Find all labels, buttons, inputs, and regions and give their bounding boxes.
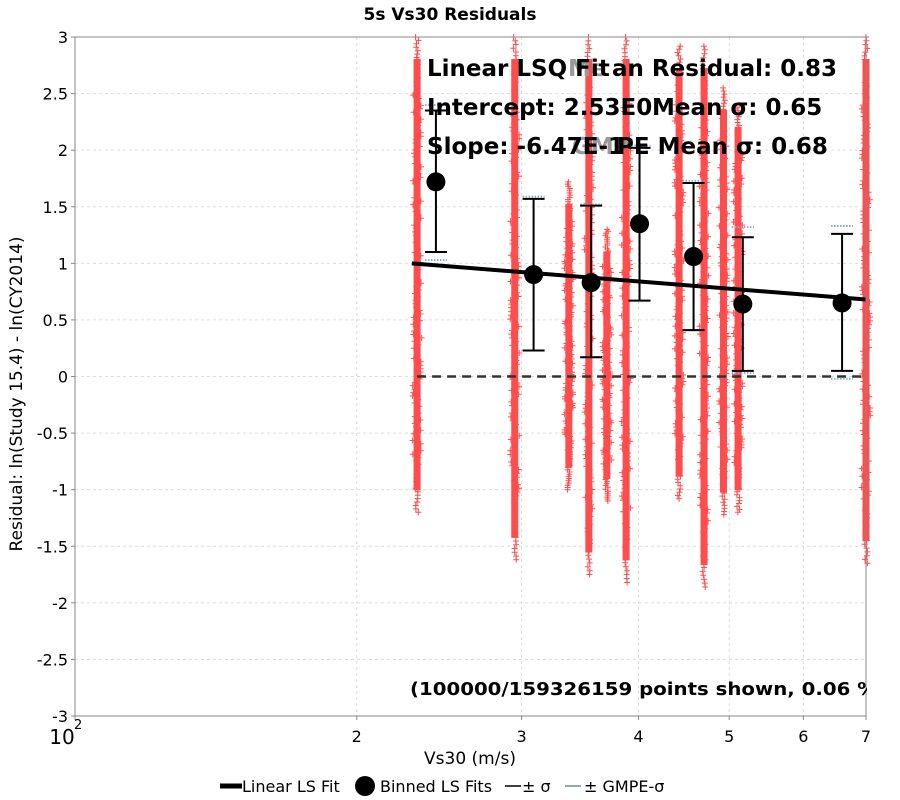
x-tick-label-0: 10 — [49, 725, 74, 749]
legend-item-3: ± GMPE-σ — [565, 777, 664, 796]
binned-fit-dot-4 — [684, 247, 704, 267]
legend-label-1: Binned LS Fits — [380, 777, 492, 796]
binned-fit-dot-3 — [630, 214, 650, 234]
scatter-core-5 — [622, 59, 630, 561]
y-tick-label-3: 1.5 — [43, 198, 68, 217]
y-tick-label-12: -3 — [52, 707, 68, 726]
binned-fit-4 — [682, 179, 705, 332]
annotation-line3-main: Slope: -6.47E-1 — [427, 134, 624, 160]
binned-fit-dot-0 — [426, 172, 446, 192]
binned-fit-1 — [522, 195, 545, 352]
x-axis-label: Vs30 (m/s) — [424, 749, 516, 769]
y-tick-label-8: -1 — [52, 481, 68, 500]
scatter-column-8 — [716, 84, 731, 518]
note-clip-cover — [867, 670, 900, 705]
binned-fit-dot-1 — [524, 265, 544, 285]
legend-item-1: Binned LS Fits — [355, 776, 492, 796]
y-tick-label-11: -2.5 — [37, 650, 68, 669]
annotation-line3-over: PE Mean σ: 0.68 — [617, 134, 828, 160]
legend-swatch-1 — [355, 776, 375, 796]
scatter-column-7 — [696, 43, 712, 590]
legend-label-3: ± GMPE-σ — [584, 777, 664, 796]
points-shown-note: (100000/159326159 points shown, 0.06 %) — [410, 679, 886, 700]
legend-item-0: Linear LS Fit — [220, 777, 340, 796]
y-tick-label-10: -2 — [52, 594, 68, 613]
y-tick-label-2: 2 — [58, 141, 68, 160]
y-tick-label-6: 0 — [58, 368, 68, 387]
scatter-core-2 — [565, 203, 573, 468]
scatter-core-4 — [603, 251, 611, 479]
scatter-markers-8 — [716, 84, 731, 518]
binned-fit-0 — [424, 103, 447, 261]
x-tick-label-6: 7 — [861, 727, 871, 746]
fit-annotations: Me Linear LSQ Fit an Residual: 0.83 Inte… — [427, 56, 837, 160]
axes — [71, 36, 867, 720]
x-tick-label-4: 5 — [724, 727, 734, 746]
scatter-core-6 — [675, 68, 683, 477]
annotation-line2-main: Intercept: 2.53E0 — [427, 95, 652, 121]
binned-fit-3 — [628, 144, 651, 302]
y-tick-label-4: 1 — [58, 254, 68, 273]
annotation-line1-main: Linear LSQ Fit — [427, 56, 610, 82]
binned-fit-dot-5 — [733, 294, 753, 314]
legend: Linear LS Fit Binned LS Fits ± σ ± GMPE-σ — [220, 776, 664, 796]
y-axis-label: Residual: ln(Study 15.4) - ln(CY2014) — [7, 237, 27, 552]
x-tick-label-1: 2 — [352, 727, 362, 746]
scatter-core-1 — [511, 59, 519, 538]
binned-fit-2 — [580, 203, 603, 359]
legend-label-0: Linear LS Fit — [242, 777, 340, 796]
legend-item-2: ± σ — [505, 777, 551, 796]
y-tick-label-9: -1.5 — [37, 537, 68, 556]
x-tick-label-5: 6 — [798, 727, 808, 746]
scatter-markers-6 — [671, 43, 687, 502]
annotation-line1-over: an Residual: 0.83 — [612, 56, 837, 82]
y-tick-label-0: 3 — [58, 28, 68, 47]
scatter-column-6 — [671, 43, 687, 502]
binned-fit-6 — [831, 224, 854, 380]
chart-title: 5s Vs30 Residuals — [364, 5, 537, 25]
scatter-markers-4 — [599, 226, 615, 504]
tick-labels: 32.521.510.50-0.5-1-1.5-2-2.5-310 22 3 4 5 6 7 — [37, 28, 871, 749]
scatter-column-4 — [599, 226, 615, 504]
y-tick-label-1: 2.5 — [43, 85, 68, 104]
scatter-core-7 — [700, 68, 708, 565]
scatter-markers-2 — [561, 178, 576, 493]
y-tick-label-5: 0.5 — [43, 311, 68, 330]
scatter-column-2 — [561, 178, 576, 493]
binned-fits — [424, 103, 854, 380]
binned-fit-5 — [731, 226, 754, 375]
scatter-core-8 — [719, 109, 727, 493]
annotation-line2-over: Mean σ: 0.65 — [652, 95, 822, 121]
legend-label-2: ± σ — [522, 777, 551, 796]
x-tick-label-3: 4 — [633, 727, 643, 746]
x-tick-label-2: 3 — [516, 727, 526, 746]
scatter-column-0 — [409, 34, 425, 516]
annotation-overlap-gray-1: Me — [568, 56, 607, 82]
y-tick-label-7: -0.5 — [37, 424, 68, 443]
annotation-overlap-gray-2: GMP — [572, 134, 631, 160]
x-tick-label-sup-0: 2 — [74, 718, 82, 733]
binned-fit-dot-2 — [581, 273, 601, 293]
binned-fit-dot-6 — [832, 293, 852, 313]
